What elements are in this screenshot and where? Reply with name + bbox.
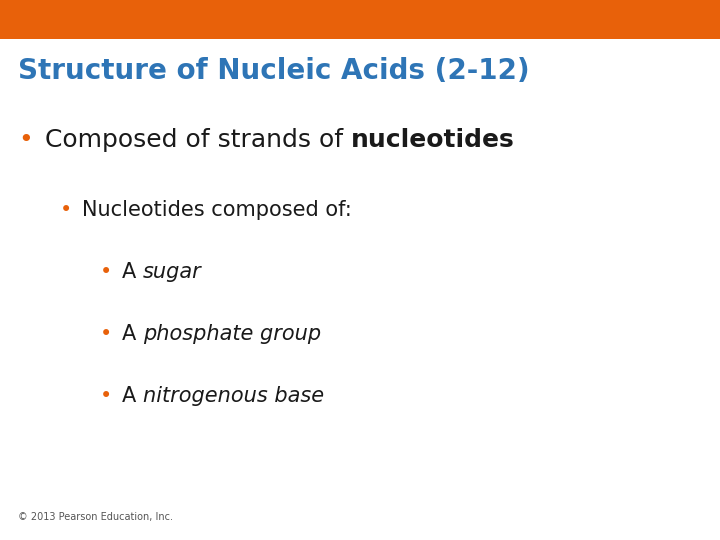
Text: Structure of Nucleic Acids (2-12): Structure of Nucleic Acids (2-12) — [18, 57, 530, 85]
Text: © 2013 Pearson Education, Inc.: © 2013 Pearson Education, Inc. — [18, 512, 173, 522]
Text: •: • — [100, 262, 112, 282]
Text: •: • — [60, 200, 72, 220]
Text: •: • — [100, 386, 112, 406]
Text: Composed of strands of: Composed of strands of — [45, 128, 351, 152]
Text: A: A — [122, 324, 143, 344]
Text: nitrogenous base: nitrogenous base — [143, 386, 324, 406]
Text: sugar: sugar — [143, 262, 202, 282]
Text: Nucleotides composed of:: Nucleotides composed of: — [82, 200, 352, 220]
Text: nucleotides: nucleotides — [351, 128, 515, 152]
Text: phosphate group: phosphate group — [143, 324, 321, 344]
Text: A: A — [122, 386, 143, 406]
Text: •: • — [100, 324, 112, 344]
Text: A: A — [122, 262, 143, 282]
Text: •: • — [18, 128, 32, 152]
Bar — [0, 0, 720, 39]
